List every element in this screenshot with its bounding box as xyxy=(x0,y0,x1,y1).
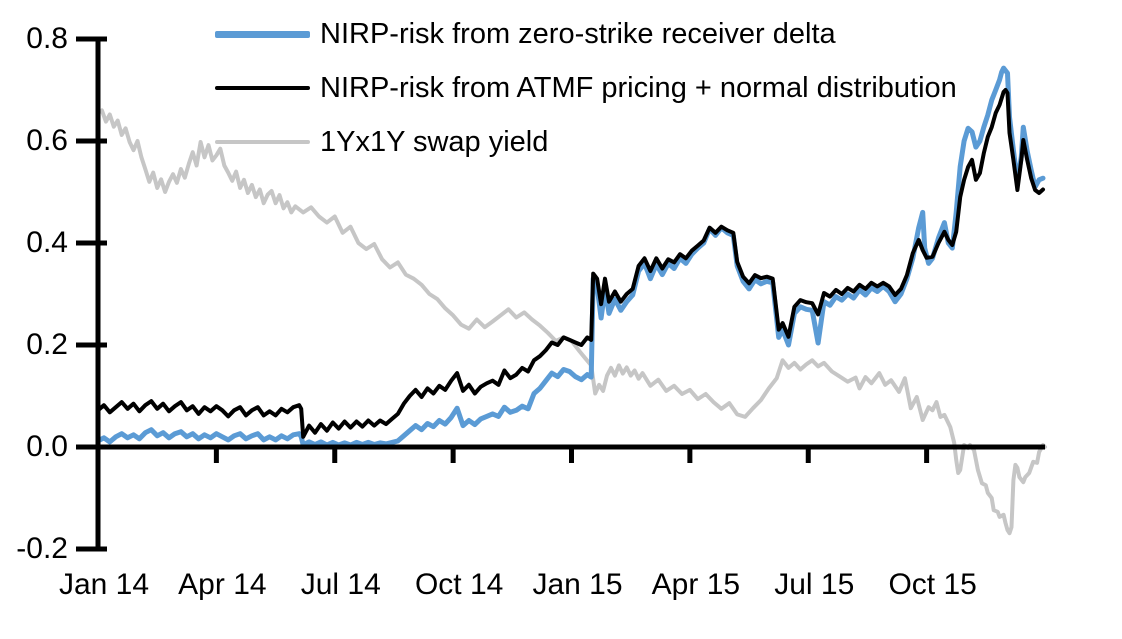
y-tick-label: 0.2 xyxy=(26,328,68,361)
x-tick-label: Oct 15 xyxy=(888,568,977,601)
legend-label: 1Yx1Y swap yield xyxy=(320,125,549,158)
series-line-2 xyxy=(96,108,1047,536)
series-line-0 xyxy=(95,65,1046,448)
legend-item: 1Yx1Y swap yield xyxy=(215,124,548,160)
legend-label: NIRP-risk from zero-strike receiver delt… xyxy=(320,17,836,50)
y-tick-label: 0.0 xyxy=(26,430,68,463)
x-tick-label: Oct 14 xyxy=(414,568,504,601)
y-tick-label: 0.6 xyxy=(26,124,68,157)
y-tick-label: -0.2 xyxy=(16,532,68,565)
x-tick-label: Jan 15 xyxy=(532,568,623,601)
legend-item: NIRP-risk from ATMF pricing + normal dis… xyxy=(215,70,957,106)
series-line-1 xyxy=(96,88,1045,439)
x-tick-label: Jul 15 xyxy=(774,568,855,601)
legend-line-swatch xyxy=(215,140,310,144)
y-tick-label: 0.8 xyxy=(26,22,68,55)
legend-line-swatch xyxy=(215,86,310,90)
x-tick-label: Jan 14 xyxy=(58,568,150,601)
legend-label: NIRP-risk from ATMF pricing + normal dis… xyxy=(320,71,957,104)
legend-item: NIRP-risk from zero-strike receiver delt… xyxy=(215,16,836,52)
x-tick-label: Jul 14 xyxy=(300,568,381,601)
y-tick-label: 0.4 xyxy=(26,226,68,259)
x-tick-label: Apr 15 xyxy=(651,568,741,601)
legend-line-swatch xyxy=(215,30,310,38)
x-tick-label: Apr 14 xyxy=(178,568,267,601)
